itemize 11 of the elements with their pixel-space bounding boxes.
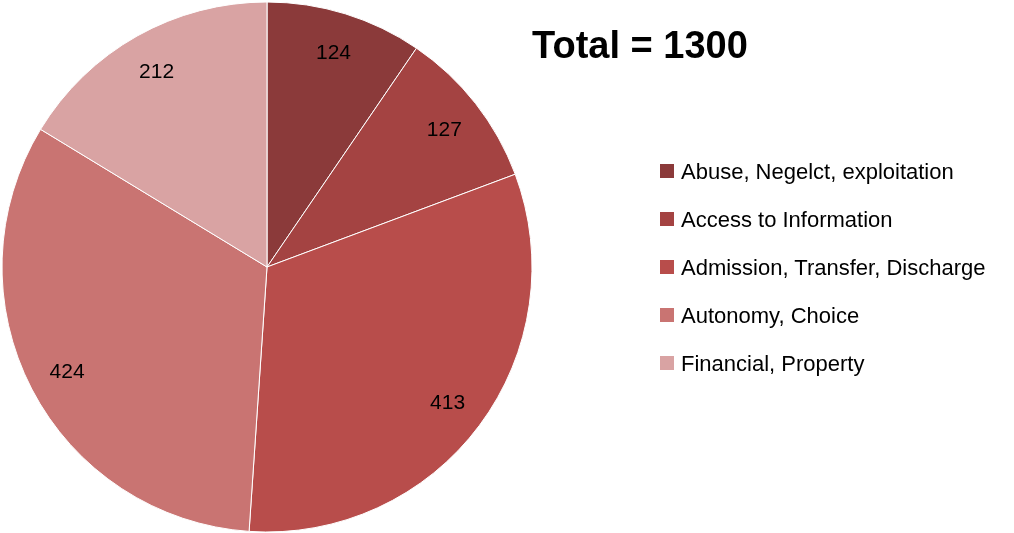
data-label: 413 bbox=[430, 390, 466, 414]
legend-label: Abuse, Negelct, exploitation bbox=[681, 158, 954, 184]
text: Total = 1300 bbox=[532, 24, 748, 66]
data-label: 127 bbox=[426, 116, 462, 140]
data-label: 424 bbox=[49, 359, 85, 383]
legend-label: Autonomy, Choice bbox=[681, 302, 860, 328]
legend-label: Financial, Property bbox=[681, 350, 865, 376]
data-label: 124 bbox=[315, 40, 352, 64]
legend-label: Admission, Transfer, Discharge bbox=[681, 254, 986, 280]
data-label: 212 bbox=[139, 59, 175, 83]
legend-label: Access to Information bbox=[681, 206, 893, 232]
